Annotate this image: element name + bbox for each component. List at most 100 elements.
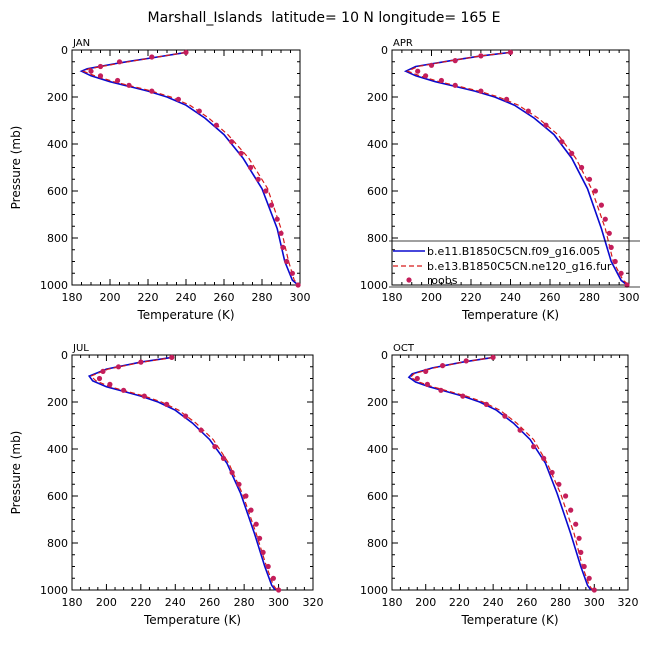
data-point <box>220 455 227 461</box>
data-point <box>424 381 430 387</box>
x-tick-label: 200 <box>415 596 436 609</box>
data-point <box>578 549 584 556</box>
data-point <box>549 469 555 476</box>
y-tick-label: 600 <box>47 185 68 198</box>
data-point <box>229 139 235 145</box>
x-tick-label: 280 <box>234 596 255 609</box>
x-axis: 180 200 220 240 260 280 300 320 <box>382 355 639 609</box>
x-tick-label: 220 <box>138 291 159 304</box>
data-point <box>568 507 574 513</box>
series-line-2 <box>409 356 594 591</box>
y-tick-label: 1000 <box>360 584 388 597</box>
legend-entry: b.e11.B1850C5CN.f09_g16.005 <box>427 245 600 258</box>
y-axis: 0 200 400 600 800 1000 <box>40 44 300 292</box>
data-point <box>295 282 301 288</box>
y-tick-label: 800 <box>367 232 388 245</box>
data-point <box>618 270 624 276</box>
x-tick-label: 280 <box>252 291 273 304</box>
data-point <box>253 521 259 527</box>
y-tick-label: 400 <box>47 138 68 151</box>
data-point <box>169 354 175 360</box>
data-point <box>213 122 219 128</box>
data-point <box>138 359 144 365</box>
data-point <box>569 150 575 156</box>
data-point <box>289 270 295 276</box>
data-point <box>284 258 290 265</box>
y-tick-label: 600 <box>367 490 388 503</box>
data-point <box>592 188 599 194</box>
x-tick-label: 320 <box>303 596 324 609</box>
y-tick-label: 200 <box>47 396 68 409</box>
data-point <box>504 96 510 102</box>
y-tick-label: 200 <box>367 91 388 104</box>
x-tick-label: 220 <box>130 596 151 609</box>
y-tick-label: 1000 <box>40 279 68 292</box>
data-point <box>257 535 263 541</box>
data-point <box>452 58 458 64</box>
series-line-1 <box>407 356 592 591</box>
x-axis: 180 200 220 240 260 280 300 <box>382 50 640 304</box>
x-tick-label: 300 <box>584 596 605 609</box>
legend-entry: roobs <box>427 274 458 287</box>
x-axis-label: Temperature (K) <box>461 308 559 322</box>
x-axis: 180 200 220 240 260 280 300 320 <box>62 355 324 609</box>
data-point <box>556 481 562 487</box>
data-point <box>428 62 435 68</box>
x-axis: 180 200 220 240 260 280 300 <box>62 50 311 304</box>
x-tick-label: 280 <box>550 596 571 609</box>
data-point <box>460 393 466 399</box>
data-point <box>541 455 547 461</box>
data-point <box>483 401 489 407</box>
data-point <box>260 549 266 556</box>
x-tick-label: 200 <box>100 291 121 304</box>
data-point <box>263 188 269 194</box>
data-point <box>164 401 170 407</box>
figure-title: Marshall_Islands latitude= 10 N longitud… <box>147 10 500 26</box>
data-point <box>581 563 587 570</box>
panel-jul: 180 200 220 240 260 280 300 320 0 200 400 600 800 100… <box>9 343 324 627</box>
legend: b.e11.B1850C5CN.f09_g16.005 b.e13.B1850C5… <box>389 240 640 288</box>
data-point <box>212 444 218 450</box>
data-point <box>149 54 155 60</box>
data-point <box>423 368 429 374</box>
x-tick-label: 220 <box>449 596 470 609</box>
data-point <box>100 368 106 374</box>
data-point <box>490 354 496 360</box>
panel-apr: 180 200 220 240 260 280 300 0 200 400 600 800 1000 Te… <box>360 38 640 322</box>
data-point <box>248 507 254 513</box>
x-tick-label: 320 <box>618 596 639 609</box>
plot-frame <box>71 49 301 286</box>
panel-jan: 180 200 220 240 260 280 300 0 200 400 600 800 1000 Te… <box>9 38 311 322</box>
series-line-1 <box>87 356 276 591</box>
data-point <box>268 202 275 208</box>
series-line-2 <box>89 356 278 591</box>
data-point <box>438 387 444 393</box>
data-point <box>624 282 630 288</box>
data-point <box>586 176 593 182</box>
data-point <box>591 587 597 593</box>
plot-frame <box>71 354 314 591</box>
y-tick-label: 0 <box>61 349 68 362</box>
data-point <box>97 73 104 79</box>
data-point <box>598 202 605 208</box>
data-point <box>478 53 484 59</box>
data-point <box>126 82 132 88</box>
y-tick-label: 400 <box>47 443 68 456</box>
data-point <box>248 164 254 171</box>
data-point <box>415 68 421 74</box>
data-point <box>517 427 523 433</box>
data-point <box>576 535 582 541</box>
y-tick-label: 200 <box>367 396 388 409</box>
x-tick-label: 260 <box>516 596 537 609</box>
data-point <box>280 244 286 250</box>
panel-oct: 180 200 220 240 260 280 300 320 0 200 400 600 800 100… <box>360 343 639 627</box>
series-points-3 <box>88 49 301 288</box>
y-tick-label: 0 <box>381 349 388 362</box>
x-tick-label: 260 <box>214 291 235 304</box>
data-point <box>141 393 147 399</box>
data-point <box>543 122 549 128</box>
data-point <box>563 493 569 499</box>
x-tick-label: 200 <box>421 291 442 304</box>
data-point <box>602 216 608 222</box>
data-point <box>502 413 508 419</box>
